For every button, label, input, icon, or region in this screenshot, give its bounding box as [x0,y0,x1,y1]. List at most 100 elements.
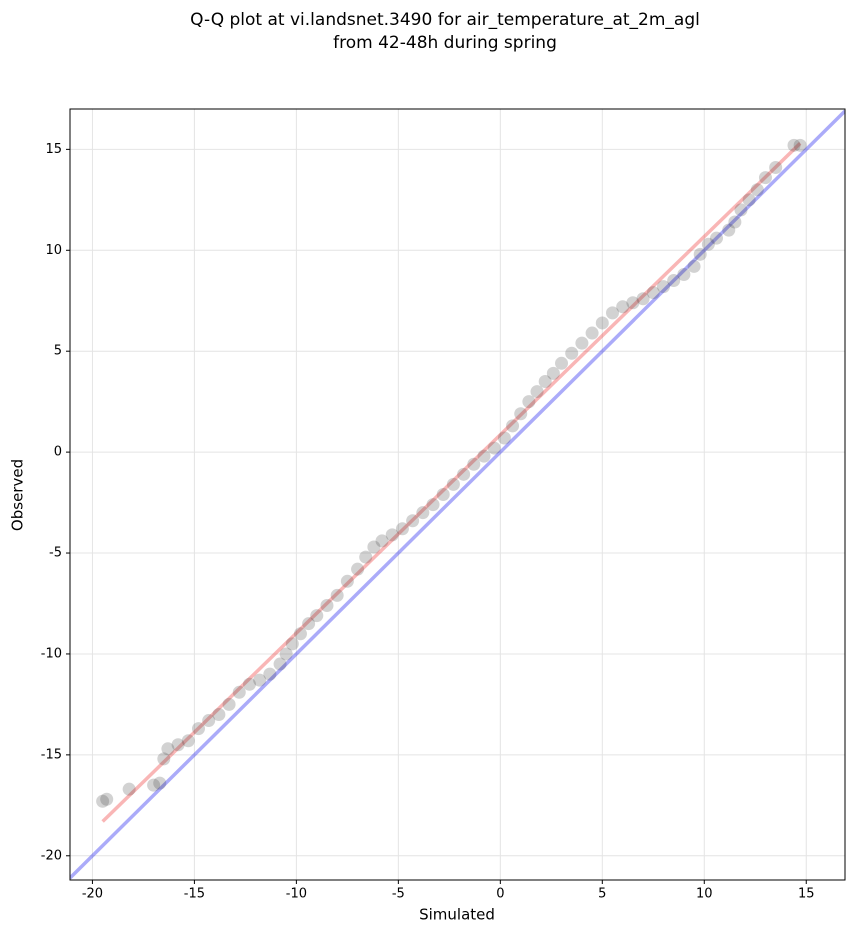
point [157,752,171,766]
point [758,171,772,185]
y-tick-label: 0 [54,445,62,460]
point [710,231,724,245]
point [514,407,528,421]
point [359,550,373,564]
point [320,599,334,613]
point [487,441,501,455]
point [575,336,589,350]
point [285,637,299,651]
point [375,534,389,548]
point [263,667,277,681]
y-tick-label: -15 [41,747,62,762]
y-tick-label: 15 [45,142,62,157]
point [96,794,110,808]
axes-frame [69,108,846,881]
point [191,722,205,736]
point [202,714,216,728]
point [734,203,748,217]
point [477,449,491,463]
point [750,183,764,197]
point [406,514,420,528]
reference-line [70,109,845,880]
point [667,274,681,288]
point [787,138,801,152]
point [222,697,236,711]
x-tick-label: -20 [82,887,103,902]
x-tick-label: 15 [798,887,815,902]
y-tick-label: 5 [54,344,62,359]
y-tick-label: -20 [41,848,62,863]
point [646,286,660,300]
point [606,306,619,320]
point [626,296,640,310]
point [367,540,381,554]
point [728,215,742,229]
grid [70,109,845,880]
x-axis-label: Simulated [419,906,495,924]
y-axis-label: Observed [9,459,27,531]
point [330,588,344,602]
point [147,778,161,792]
point [506,419,520,433]
x-tick-label: 0 [496,887,504,902]
point [293,627,307,641]
point [181,734,195,748]
point [565,346,579,360]
chart-subtitle: from 42-48h during spring [333,33,557,53]
x-tick-label: -5 [392,887,405,902]
point [722,223,736,237]
reference-line [101,142,802,823]
point [242,677,256,691]
point [351,562,365,576]
point [171,738,185,752]
point [212,707,226,721]
point [793,138,807,152]
point [616,300,630,314]
point [693,247,707,261]
point [522,395,536,409]
point [677,268,691,282]
point [395,522,409,536]
point [122,782,136,796]
point [457,467,471,481]
point [279,647,293,661]
point [310,609,324,623]
point [497,431,511,445]
point [446,477,460,491]
x-tick-label: -15 [184,887,205,902]
point [253,673,267,687]
ticks: -20 -15 -10 -5 0 5 10 15 -20 -15 -10 -5 0 5 10 15 [41,142,815,902]
point [302,617,316,631]
point [530,385,544,399]
point [436,488,450,501]
point [636,292,650,306]
point [538,374,552,388]
plot-area [70,109,845,880]
point [687,259,701,273]
x-tick-label: -10 [286,887,307,902]
point [385,528,399,542]
point [769,161,783,175]
point [426,498,440,512]
point [161,742,175,756]
y-tick-label: -10 [41,646,62,661]
point [467,457,481,471]
point [340,574,354,588]
point [656,280,670,294]
x-tick-label: 5 [598,887,606,902]
point [555,356,569,370]
point [273,657,287,671]
chart-title: Q-Q plot at vi.landsnet.3490 for air_tem… [190,10,700,30]
x-tick-label: 10 [696,887,713,902]
point [153,776,167,790]
point [100,792,114,806]
point [585,326,599,340]
point [232,685,246,699]
y-tick-label: -5 [49,546,62,561]
y-tick-label: 10 [45,243,62,258]
point [546,366,560,380]
point [416,506,430,520]
point [595,316,609,330]
point [742,193,756,207]
